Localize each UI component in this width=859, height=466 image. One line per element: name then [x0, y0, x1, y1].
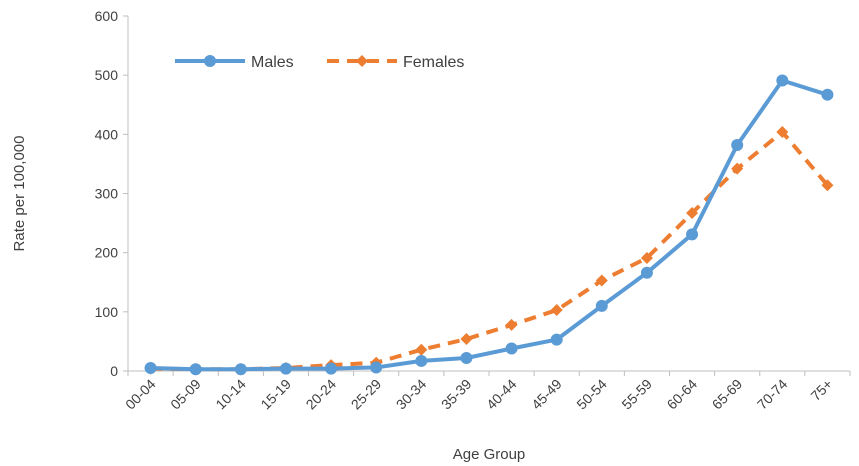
data-point-females	[505, 318, 518, 331]
x-tick-label: 60-64	[664, 376, 701, 413]
data-point-males	[640, 266, 653, 279]
x-tick-label: 35-39	[438, 376, 475, 413]
data-point-females	[550, 304, 563, 317]
data-point-males	[370, 361, 383, 374]
y-axis-title: Rate per 100,000	[11, 136, 28, 252]
series-layer	[144, 74, 834, 376]
x-tick-label: 40-44	[483, 376, 520, 413]
legend-marker-females	[356, 55, 368, 67]
x-tick-label: 25-29	[348, 376, 385, 413]
data-point-females	[640, 251, 653, 264]
x-tick-label: 10-14	[212, 376, 249, 413]
x-tick-label: 05-09	[167, 376, 204, 413]
data-point-males	[279, 362, 292, 375]
y-tick-label: 0	[110, 363, 118, 379]
x-tick-label: 30-34	[393, 376, 430, 413]
x-axis-title: Age Group	[453, 446, 526, 463]
y-tick-label: 200	[95, 245, 119, 261]
x-tick-label: 50-54	[573, 376, 610, 413]
data-point-males	[821, 88, 834, 101]
data-point-males	[325, 362, 338, 375]
y-tick-label: 100	[95, 304, 119, 320]
legend-label-males: Males	[251, 54, 294, 71]
x-tick-label: 00-04	[122, 376, 159, 413]
x-tick-label: 70-74	[754, 376, 791, 413]
data-point-males	[686, 228, 699, 241]
data-point-males	[415, 354, 428, 367]
data-point-males	[144, 362, 157, 375]
data-point-females	[731, 162, 744, 175]
data-point-males	[550, 333, 563, 346]
legend-marker-males	[204, 55, 216, 67]
y-tick-label: 500	[95, 67, 119, 83]
x-tick-label: 20-24	[303, 376, 340, 413]
data-point-females	[821, 179, 834, 192]
y-tick-label: 300	[95, 186, 119, 202]
y-tick-label: 400	[95, 126, 119, 142]
x-ticks: 00-04 05-09 10-14 15-19 20-24 25-29 30-34 35-39…	[122, 371, 851, 413]
legend-label-females: Females	[403, 54, 464, 71]
data-point-females	[686, 207, 699, 220]
y-tick-label: 600	[95, 8, 119, 24]
x-tick-label: 15-19	[257, 376, 294, 413]
data-point-males	[505, 342, 518, 355]
data-point-males	[731, 138, 744, 151]
data-point-males	[460, 351, 473, 364]
data-point-males	[189, 363, 202, 376]
data-point-females	[776, 125, 789, 138]
legend: Males Females	[175, 54, 464, 71]
data-point-males	[595, 299, 608, 312]
data-point-males	[234, 363, 247, 376]
y-ticks: 0 100 200 300 400 500 600	[95, 8, 128, 379]
data-point-females	[595, 274, 608, 287]
data-point-females	[460, 333, 473, 346]
x-tick-label: 75+	[807, 376, 835, 404]
x-tick-label: 45-49	[528, 376, 565, 413]
series-line-males	[148, 78, 830, 372]
x-tick-label: 65-69	[709, 376, 746, 413]
data-point-females	[415, 343, 428, 356]
series-line-females	[150, 130, 829, 372]
x-tick-label: 55-59	[618, 376, 655, 413]
data-point-males	[776, 74, 789, 87]
axes	[127, 16, 850, 372]
